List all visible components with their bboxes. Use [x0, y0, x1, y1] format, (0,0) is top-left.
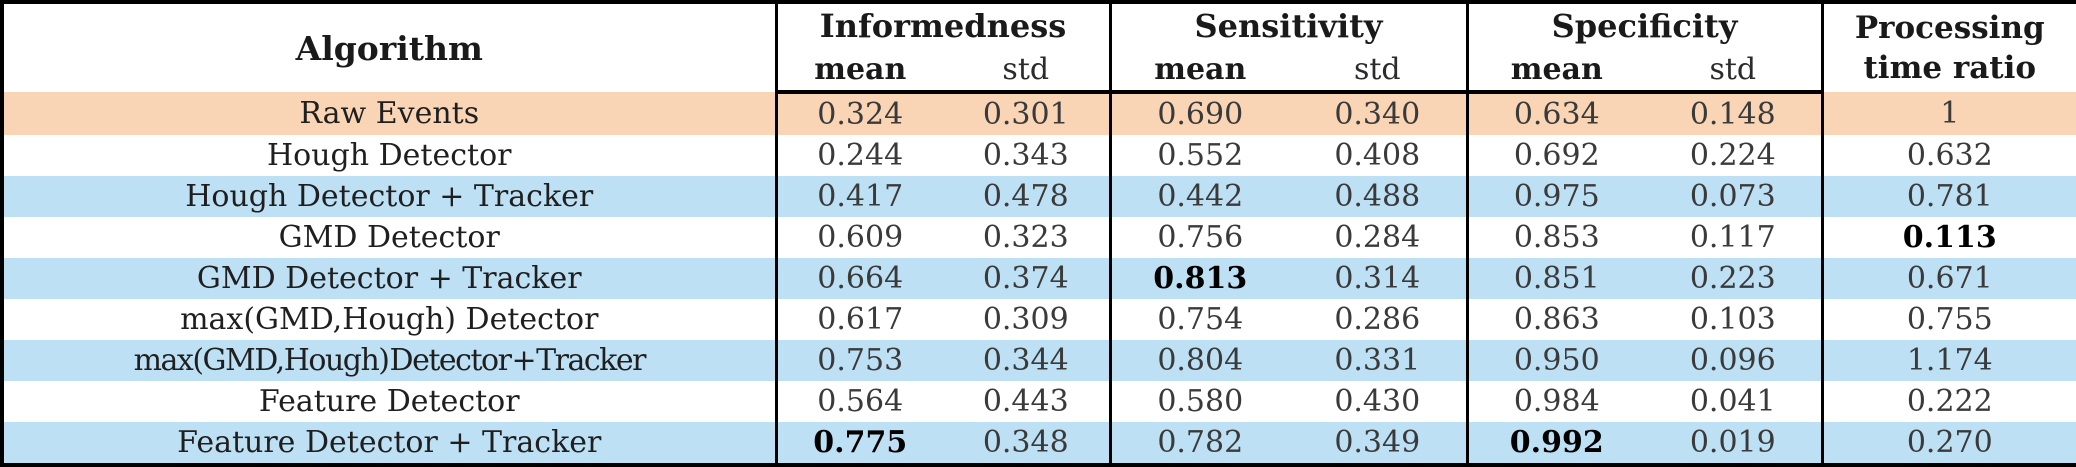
- subheader-specificity-std: std: [1645, 48, 1824, 94]
- column-header-processing-time-ratio: Processing time ratio: [1822, 2, 2076, 92]
- informedness-std-cell: 0.344: [943, 340, 1112, 381]
- subheader-sensitivity-std: std: [1289, 48, 1469, 94]
- informedness-std-cell: 0.478: [943, 176, 1112, 217]
- table-body: Raw Events 0.324 0.301 0.690 0.340 0.634…: [2, 92, 2076, 465]
- processing-time-ratio-cell: 0.755: [1906, 302, 1993, 337]
- algorithm-cell: GMD Detector + Tracker: [2, 258, 778, 299]
- informedness-mean-cell: 0.324: [817, 97, 904, 132]
- algorithm-cell: max(GMD,Hough) Detector: [2, 299, 778, 340]
- specificity-std-cell: 0.224: [1645, 135, 1824, 176]
- specificity-std-cell: 0.073: [1645, 176, 1824, 217]
- table-row: max(GMD,Hough) Detector 0.617 0.309 0.75…: [2, 299, 2076, 340]
- column-header-sensitivity: Sensitivity: [1110, 2, 1469, 48]
- informedness-std-cell: 0.343: [943, 135, 1112, 176]
- algorithm-cell: Feature Detector + Tracker: [2, 422, 778, 465]
- sensitivity-mean-cell: 0.552: [1157, 138, 1244, 173]
- informedness-std-cell: 0.374: [943, 258, 1112, 299]
- informedness-mean-cell: 0.775: [813, 425, 908, 460]
- sensitivity-std-cell: 0.314: [1289, 258, 1469, 299]
- table-row: GMD Detector 0.609 0.323 0.756 0.284 0.8…: [2, 217, 2076, 258]
- sensitivity-std-cell: 0.331: [1289, 340, 1469, 381]
- sensitivity-mean-cell: 0.782: [1157, 425, 1244, 460]
- informedness-std-cell: 0.323: [943, 217, 1112, 258]
- informedness-mean-cell: 0.753: [817, 343, 904, 378]
- sensitivity-mean-cell: 0.442: [1157, 179, 1244, 214]
- subheader-specificity-mean: mean: [1467, 48, 1646, 94]
- informedness-std-cell: 0.309: [943, 299, 1112, 340]
- specificity-mean-cell: 0.984: [1513, 384, 1600, 419]
- informedness-mean-cell: 0.417: [817, 179, 904, 214]
- informedness-std-cell: 0.443: [943, 381, 1112, 422]
- sensitivity-mean-cell: 0.690: [1157, 97, 1244, 132]
- sensitivity-std-cell: 0.286: [1289, 299, 1469, 340]
- table-row: Feature Detector 0.564 0.443 0.580 0.430…: [2, 381, 2076, 422]
- specificity-std-cell: 0.103: [1645, 299, 1824, 340]
- processing-time-ratio-cell: 0.113: [1902, 220, 1997, 255]
- specificity-mean-cell: 0.863: [1513, 302, 1600, 337]
- algorithm-cell: Raw Events: [2, 92, 778, 135]
- sensitivity-std-cell: 0.340: [1289, 92, 1469, 135]
- table-row: max(GMD,Hough) Detector + Tracker 0.753 …: [2, 340, 2076, 381]
- sensitivity-mean-cell: 0.580: [1157, 384, 1244, 419]
- column-header-informedness: Informedness: [776, 2, 1112, 48]
- processing-time-ratio-cell: 0.632: [1906, 138, 1993, 173]
- subheader-sensitivity-mean: mean: [1110, 48, 1290, 94]
- specificity-mean-cell: 0.992: [1509, 425, 1604, 460]
- algorithm-cell: Hough Detector + Tracker: [2, 176, 778, 217]
- sensitivity-std-cell: 0.349: [1289, 422, 1469, 465]
- table-row: GMD Detector + Tracker 0.664 0.374 0.813…: [2, 258, 2076, 299]
- sensitivity-std-cell: 0.408: [1289, 135, 1469, 176]
- specificity-std-cell: 0.148: [1645, 92, 1824, 135]
- specificity-std-cell: 0.041: [1645, 381, 1824, 422]
- processing-time-ratio-cell: 1.174: [1906, 343, 1993, 378]
- processing-time-ratio-cell: 0.781: [1906, 179, 1993, 214]
- specificity-std-cell: 0.223: [1645, 258, 1824, 299]
- specificity-mean-cell: 0.851: [1513, 261, 1600, 296]
- sensitivity-mean-cell: 0.754: [1157, 302, 1244, 337]
- processing-header-line1: Processing: [1854, 10, 2045, 46]
- specificity-mean-cell: 0.950: [1513, 343, 1600, 378]
- specificity-mean-cell: 0.975: [1513, 179, 1600, 214]
- table-row: Hough Detector 0.244 0.343 0.552 0.408 0…: [2, 135, 2076, 176]
- processing-time-ratio-cell: 1: [1940, 96, 1960, 131]
- column-header-algorithm: Algorithm: [2, 2, 778, 92]
- algorithm-cell: Hough Detector: [2, 135, 778, 176]
- informedness-mean-cell: 0.244: [817, 138, 904, 173]
- processing-time-ratio-cell: 0.671: [1906, 261, 1993, 296]
- processing-header-line2: time ratio: [1863, 50, 2037, 86]
- subheader-informedness-mean: mean: [776, 48, 943, 94]
- informedness-mean-cell: 0.609: [817, 220, 904, 255]
- processing-time-ratio-cell: 0.222: [1906, 384, 1993, 419]
- specificity-std-cell: 0.117: [1645, 217, 1824, 258]
- informedness-mean-cell: 0.617: [817, 302, 904, 337]
- specificity-mean-cell: 0.692: [1513, 138, 1600, 173]
- informedness-std-cell: 0.301: [943, 92, 1112, 135]
- table-row: Feature Detector + Tracker 0.775 0.348 0…: [2, 422, 2076, 465]
- informedness-mean-cell: 0.664: [817, 261, 904, 296]
- processing-time-ratio-cell: 0.270: [1906, 425, 1993, 460]
- table-header: Algorithm Informedness Sensitivity Speci…: [2, 2, 2076, 94]
- sensitivity-std-cell: 0.284: [1289, 217, 1469, 258]
- specificity-mean-cell: 0.634: [1513, 97, 1600, 132]
- sensitivity-mean-cell: 0.813: [1153, 261, 1248, 296]
- specificity-mean-cell: 0.853: [1513, 220, 1600, 255]
- column-header-specificity: Specificity: [1467, 2, 1824, 48]
- subheader-informedness-std: std: [943, 48, 1112, 94]
- sensitivity-mean-cell: 0.756: [1157, 220, 1244, 255]
- algorithm-cell: Feature Detector: [2, 381, 778, 422]
- table-row: Hough Detector + Tracker 0.417 0.478 0.4…: [2, 176, 2076, 217]
- informedness-std-cell: 0.348: [943, 422, 1112, 465]
- algorithm-cell: GMD Detector: [2, 217, 778, 258]
- sensitivity-std-cell: 0.430: [1289, 381, 1469, 422]
- sensitivity-std-cell: 0.488: [1289, 176, 1469, 217]
- sensitivity-mean-cell: 0.804: [1157, 343, 1244, 378]
- table-row: Raw Events 0.324 0.301 0.690 0.340 0.634…: [2, 92, 2076, 135]
- specificity-std-cell: 0.096: [1645, 340, 1824, 381]
- specificity-std-cell: 0.019: [1645, 422, 1824, 465]
- algorithm-cell: max(GMD,Hough) Detector + Tracker: [2, 340, 778, 381]
- informedness-mean-cell: 0.564: [817, 384, 904, 419]
